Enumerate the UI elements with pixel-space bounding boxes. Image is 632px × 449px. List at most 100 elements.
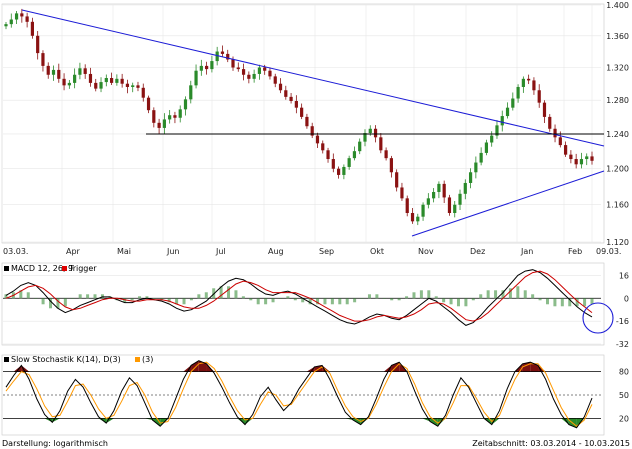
- candle-body: [210, 61, 214, 70]
- candle-body: [4, 24, 8, 27]
- candle-body: [495, 125, 499, 136]
- candle-body: [379, 137, 383, 151]
- price-pane: 1.400 1.360 1.320 1.280 1.240 1.200 1.160 1.120…: [1, 1, 629, 256]
- candle-body: [168, 115, 172, 120]
- macd-histogram-bar: [434, 296, 438, 299]
- macd-y-axis: 16 0 -16 -32: [616, 271, 629, 349]
- macd-histogram-bar: [56, 298, 60, 309]
- candle-body: [395, 172, 399, 188]
- price-y-tick-label: 1.160: [606, 201, 629, 210]
- macd-histogram-bar: [486, 290, 490, 299]
- candle-body: [532, 80, 536, 91]
- candle-body: [405, 198, 409, 214]
- candle-body: [373, 128, 378, 138]
- candle-body: [527, 78, 531, 81]
- macd-histogram-bar: [138, 296, 142, 299]
- candle-body: [46, 65, 50, 75]
- candle-body: [564, 145, 568, 155]
- macd-y-tick-label: 16: [619, 271, 629, 280]
- candle-body: [447, 197, 452, 214]
- macd-histogram-bar: [456, 298, 460, 307]
- macd-histogram: [4, 286, 594, 309]
- candle-body: [336, 168, 341, 175]
- candle-body: [548, 116, 552, 129]
- candle-body: [162, 119, 166, 128]
- candle-body: [205, 65, 209, 70]
- candle-body: [247, 74, 251, 79]
- macd-histogram-bar: [516, 286, 520, 299]
- candle-body: [505, 107, 510, 117]
- stochastic-overbought-fill: [191, 360, 199, 372]
- macd-histogram-bar: [590, 298, 594, 305]
- candle-body: [389, 158, 393, 173]
- price-candles: [4, 8, 594, 226]
- candle-body: [268, 70, 272, 77]
- candle-body: [199, 65, 203, 71]
- stochastic-oversold-fill: [44, 418, 53, 423]
- stochastic-y-tick-label: 20: [619, 414, 629, 423]
- candle-body: [315, 135, 320, 144]
- price-y-tick-label: 1.120: [606, 238, 629, 247]
- macd-histogram-bar: [583, 298, 587, 307]
- candle-body: [416, 216, 420, 222]
- price-y-tick-label: 1.200: [606, 165, 629, 174]
- macd-histogram-bar: [19, 290, 23, 299]
- candle-body: [421, 204, 425, 217]
- candle-body: [490, 135, 494, 143]
- candle-body: [284, 90, 288, 97]
- macd-histogram-bar: [575, 298, 579, 307]
- macd-histogram-bar: [197, 294, 201, 299]
- candle-body: [136, 85, 140, 88]
- price-y-tick-label: 1.320: [606, 63, 629, 72]
- price-x-tick-label: 03.03.: [3, 247, 28, 256]
- macd-legend: MACD 12, 26, 9 Trigger: [4, 264, 97, 273]
- macd-histogram-bar: [256, 298, 260, 305]
- candle-body: [146, 97, 151, 111]
- macd-histogram-bar: [204, 292, 208, 299]
- macd-histogram-bar: [34, 298, 38, 299]
- candle-body: [458, 193, 462, 205]
- macd-histogram-bar: [234, 290, 238, 299]
- candle-body: [585, 156, 589, 160]
- macd-pane-frame: [1, 262, 605, 346]
- macd-histogram-bar: [338, 298, 342, 305]
- candle-body: [305, 116, 309, 127]
- candle-body: [479, 152, 483, 163]
- candle-body: [553, 128, 557, 138]
- stochastic-oversold-fill: [437, 418, 446, 427]
- macd-y-tick-label: 0: [624, 294, 629, 303]
- macd-histogram-bar: [471, 298, 475, 301]
- candle-body: [88, 73, 93, 83]
- trendline: [411, 170, 605, 237]
- candle-body: [14, 13, 19, 20]
- candle-body: [363, 133, 367, 142]
- display-mode-label: Darstellung: logarithmisch: [2, 439, 108, 448]
- stochastic-y-tick-label: 50: [619, 391, 629, 400]
- stoch-k-legend-swatch: [4, 357, 9, 362]
- stochastic-y-tick-label: 80: [619, 368, 629, 377]
- price-y-tick-label: 1.240: [606, 130, 629, 139]
- candle-body: [574, 159, 578, 165]
- macd-histogram-bar: [523, 290, 527, 299]
- macd-histogram-bar: [286, 296, 290, 299]
- stochastic-legend: Slow Stochastik K(14), D(3) (3): [4, 355, 153, 364]
- candle-body: [569, 154, 573, 160]
- candle-body: [579, 159, 584, 165]
- macd-histogram-bar: [375, 294, 379, 299]
- macd-histogram-bar: [449, 298, 453, 305]
- price-x-tick-label: Mai: [117, 247, 131, 256]
- candle-body: [20, 13, 24, 17]
- candle-body: [173, 115, 177, 118]
- macd-histogram-bar: [479, 294, 483, 299]
- candle-body: [331, 159, 335, 169]
- macd-histogram-bar: [227, 286, 231, 299]
- candle-body: [300, 107, 304, 117]
- candle-body: [426, 198, 430, 205]
- price-x-tick-label: Apr: [66, 247, 81, 256]
- candle-body: [289, 96, 293, 102]
- candle-body: [220, 51, 225, 54]
- macd-histogram-bar: [494, 290, 498, 299]
- stochastic-overbought-fill: [183, 365, 192, 372]
- macd-histogram-bar: [130, 298, 134, 301]
